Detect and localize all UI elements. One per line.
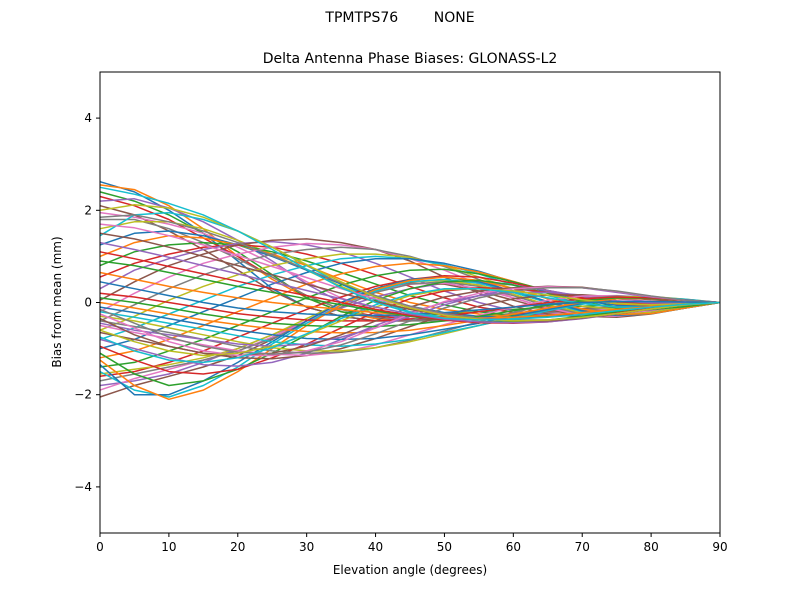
y-tick-label: 4 (84, 111, 92, 125)
x-axis: 0 10 20 30 40 50 60 70 80 90 (96, 533, 728, 554)
x-axis-label: Elevation angle (degrees) (333, 563, 487, 577)
y-tick-label: 0 (84, 296, 92, 310)
series-line-21 (99, 257, 721, 350)
x-tick-label: 0 (96, 540, 104, 554)
x-tick-label: 30 (299, 540, 314, 554)
series-line-50 (99, 287, 721, 364)
y-tick-label: 2 (84, 203, 92, 217)
series-line-33 (99, 279, 721, 387)
series-layer (99, 180, 721, 401)
series-line-48 (99, 286, 721, 355)
x-tick-label: 80 (643, 540, 658, 554)
series-line-59 (99, 204, 721, 322)
y-axis-label: Bias from mean (mm) (50, 236, 64, 367)
series-line-34 (99, 286, 721, 375)
x-tick-label: 20 (230, 540, 245, 554)
y-tick-label: −4 (74, 480, 92, 494)
x-tick-label: 10 (161, 540, 176, 554)
series-line-49 (99, 287, 721, 357)
x-tick-label: 40 (368, 540, 383, 554)
figure-suptitle: TPMTPS76 NONE (325, 10, 475, 26)
x-tick-label: 60 (506, 540, 521, 554)
series-line-53 (99, 260, 721, 323)
series-line-44 (99, 292, 721, 322)
y-axis: −4 −2 0 2 4 (74, 111, 100, 494)
series-line-60 (99, 186, 721, 321)
chart-title: Delta Antenna Phase Biases: GLONASS-L2 (263, 51, 558, 67)
x-tick-label: 50 (437, 540, 452, 554)
series-line-42 (99, 297, 721, 334)
series-line-26 (99, 282, 721, 398)
y-tick-label: −2 (74, 388, 92, 402)
x-tick-label: 90 (712, 540, 727, 554)
series-line-43 (99, 297, 721, 328)
x-tick-label: 70 (575, 540, 590, 554)
